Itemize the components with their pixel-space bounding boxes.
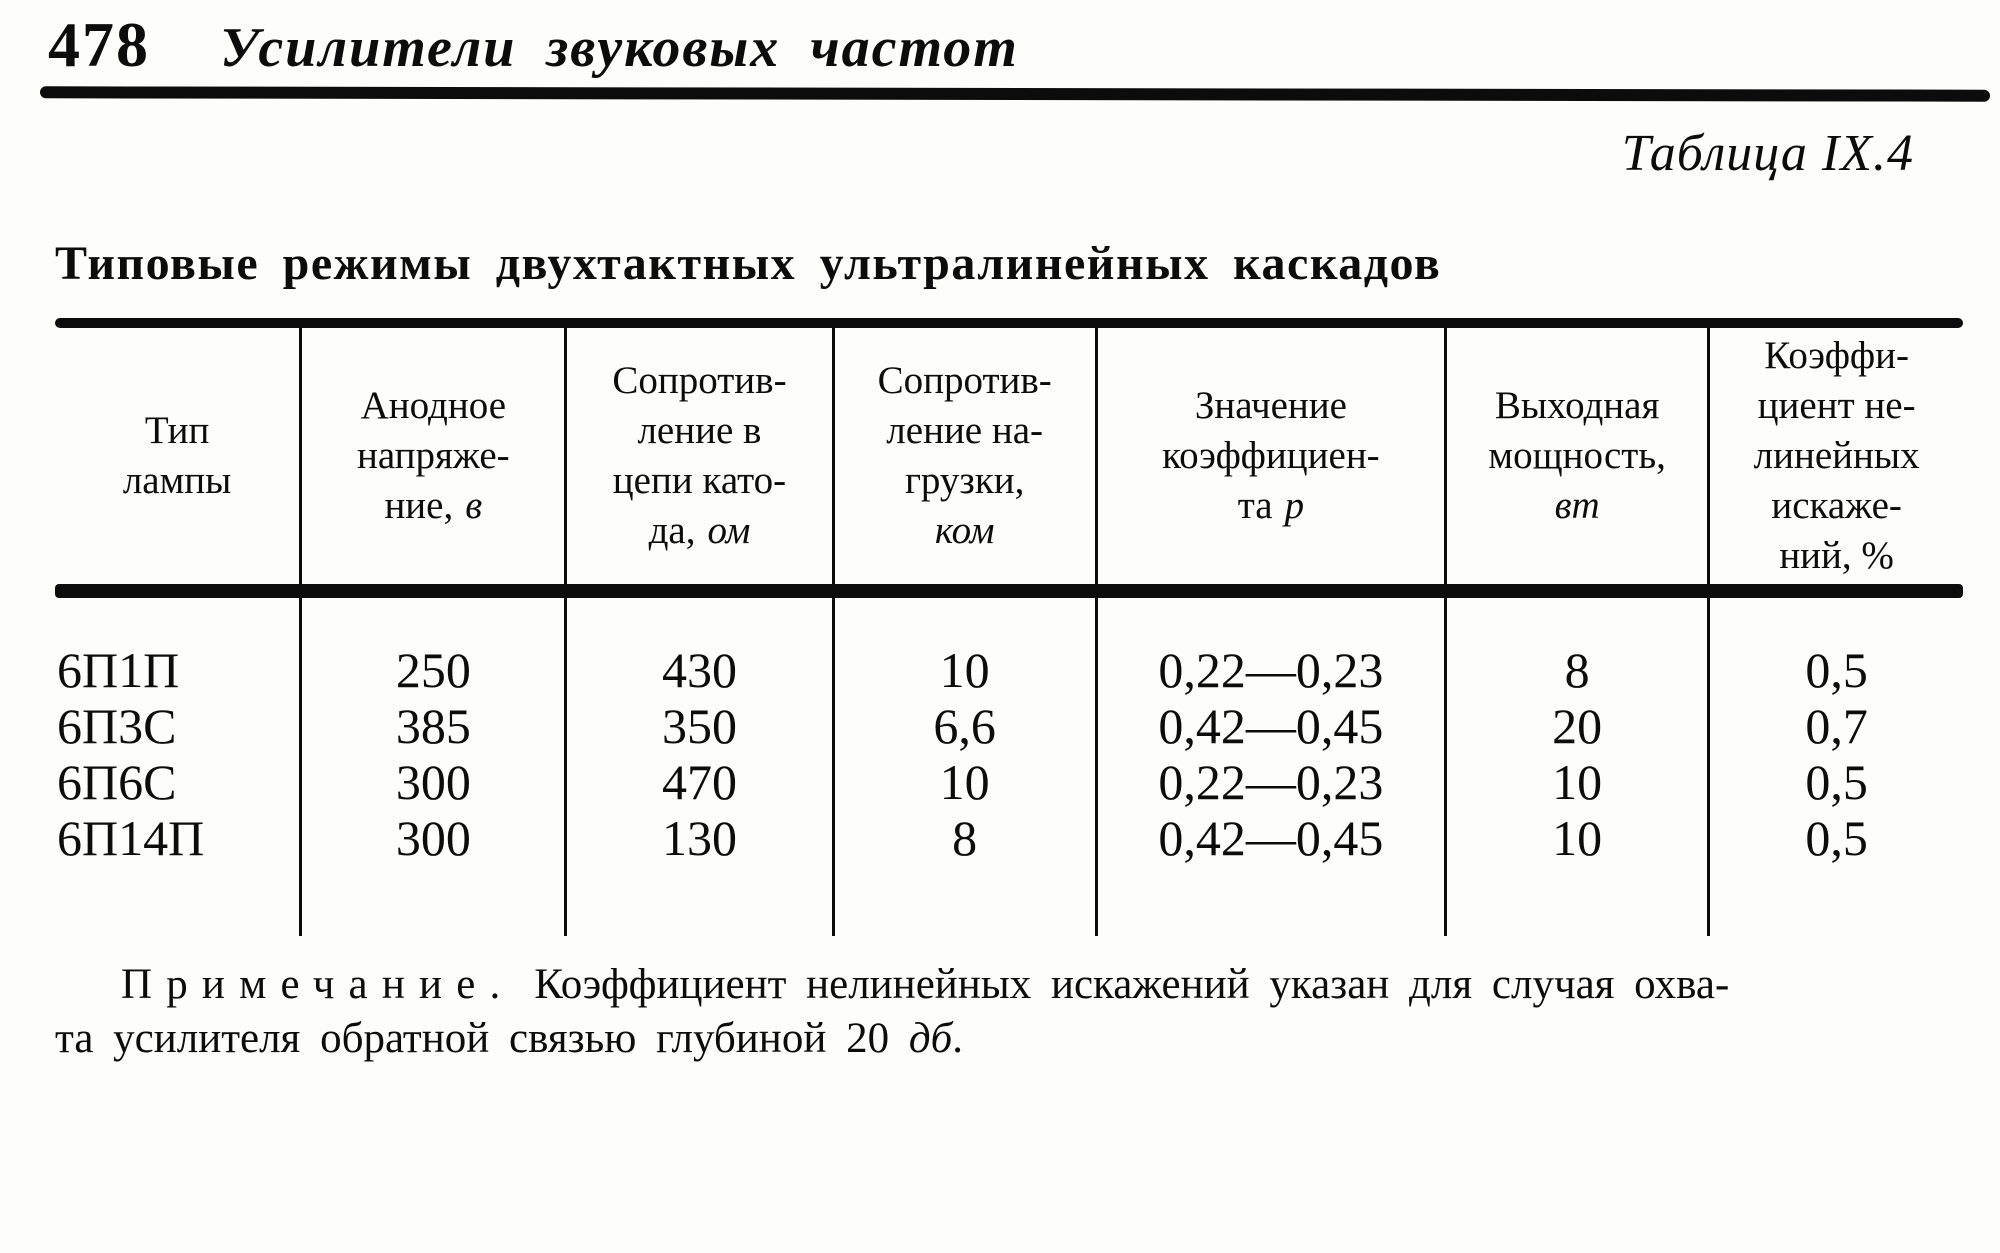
header-text: та — [1237, 484, 1273, 527]
note-period: . — [952, 1015, 963, 1062]
symbol-p: р — [1284, 484, 1305, 527]
table-caption: Таблица IX.4 — [1621, 125, 1914, 182]
header-line: лампы — [122, 459, 232, 502]
table-header-rule — [55, 584, 1963, 598]
header-line: Сопротив- — [612, 359, 787, 402]
column-cathode-resistance: 430 350 470 130 — [564, 598, 831, 936]
table-cell: 6П14П — [57, 810, 205, 866]
header-text: да, — [648, 509, 696, 552]
column-load-resistance: 10 6,6 10 8 — [831, 598, 1095, 936]
running-header: 478 Усилители звуковых частот — [48, 8, 1019, 82]
table-cell: 250 — [395, 642, 471, 698]
table-cell: 8 — [952, 810, 978, 866]
table-header-row: Тип лампы Анодное напряже- ние, в Сопроти… — [55, 328, 1963, 584]
table-cell: 0,5 — [1805, 754, 1868, 810]
column-header-cathode-resistance: Сопротив- ление в цепи като- да, ом — [564, 328, 831, 584]
table-cell: 10 — [1552, 810, 1603, 866]
column-header-output-power: Выходная мощность, вт — [1443, 328, 1707, 584]
table-cell: 300 — [395, 810, 471, 866]
data-table: Тип лампы Анодное напряже- ние, в Сопроти… — [55, 318, 1963, 936]
table-cell: 10 — [1552, 754, 1603, 810]
header-line: цепи като- — [612, 459, 787, 502]
header-line: линейных — [1753, 434, 1920, 477]
header-line: ление на- — [886, 409, 1044, 452]
header-line: Тип — [144, 409, 210, 452]
header-line: Выходная — [1494, 384, 1660, 427]
column-p-coefficient: 0,22—0,23 0,42—0,45 0,22—0,23 0,42—0,45 — [1094, 598, 1444, 936]
table-cell: 0,42—0,45 — [1158, 810, 1384, 866]
header-line: ние, в — [384, 481, 482, 531]
header-line: Анодное — [360, 384, 507, 427]
header-text: ние, — [384, 484, 454, 527]
table-cell: 10 — [939, 754, 990, 810]
table-top-rule — [55, 318, 1963, 328]
header-line: мощность, — [1488, 434, 1666, 477]
unit-volts: в — [465, 484, 483, 527]
header-line: циент не- — [1757, 384, 1916, 427]
header-line: та р — [1238, 481, 1304, 531]
table-cell: 0,5 — [1805, 810, 1868, 866]
table-cell: 0,7 — [1805, 698, 1868, 754]
header-line: грузки, — [904, 459, 1025, 502]
table-cell: 430 — [661, 642, 737, 698]
header-line: Коэффи- — [1764, 334, 1909, 377]
header-line: ление в — [637, 409, 762, 452]
unit-ohms: ом — [707, 509, 751, 552]
header-rule — [39, 86, 1991, 102]
table-cell: 10 — [939, 642, 990, 698]
header-line: да, ом — [649, 506, 751, 556]
note-line2: та усилителя обратной связью глубиной 20 — [55, 1015, 890, 1062]
column-tube-type: 6П1П 6П3С 6П6С 6П14П — [55, 598, 299, 936]
column-header-load-resistance: Сопротив- ление на- грузки, ком — [831, 328, 1095, 584]
table-cell: 300 — [395, 754, 471, 810]
table-cell: 470 — [661, 754, 737, 810]
table-cell: 0,22—0,23 — [1158, 754, 1384, 810]
column-header-p-coefficient: Значение коэффициен- та р — [1094, 328, 1444, 584]
table-cell: 350 — [661, 698, 737, 754]
table-note: Примечание. Коэффициент нелинейных искаж… — [55, 958, 1960, 1066]
column-anode-voltage: 250 385 300 300 — [299, 598, 564, 936]
table-cell: 385 — [395, 698, 471, 754]
column-distortion: 0,5 0,7 0,5 0,5 — [1707, 598, 1963, 936]
header-line: напряже- — [356, 434, 510, 477]
column-header-tube-type: Тип лампы — [55, 328, 299, 584]
table-cell: 6П1П — [57, 642, 180, 698]
header-line: коэффициен- — [1162, 434, 1380, 477]
table-title: Типовые режимы двухтактных ультралинейны… — [55, 237, 1442, 290]
header-line: Значение — [1194, 384, 1347, 427]
table-cell: 0,5 — [1805, 642, 1868, 698]
unit-decibels: дб — [908, 1015, 953, 1062]
header-line: Сопротив- — [877, 359, 1052, 402]
table-cell: 20 — [1552, 698, 1603, 754]
page-number: 478 — [48, 9, 150, 80]
unit-kilohms: ком — [934, 509, 995, 552]
table-cell: 6,6 — [933, 698, 996, 754]
header-line: искаже- — [1771, 484, 1902, 527]
table-cell: 6П6С — [57, 754, 177, 810]
column-header-anode-voltage: Анодное напряже- ние, в — [299, 328, 564, 584]
table-cell: 6П3С — [57, 698, 177, 754]
header-line: ний, % — [1779, 534, 1894, 577]
table-cell: 0,22—0,23 — [1158, 642, 1384, 698]
column-header-distortion: Коэффи- циент не- линейных искаже- ний, … — [1707, 328, 1963, 584]
note-label: Примечание. — [121, 961, 515, 1008]
unit-watts: вт — [1554, 484, 1600, 527]
running-title: Усилители звуковых частот — [220, 17, 1019, 79]
table-body: 6П1П 6П3С 6П6С 6П14П 250 385 300 300 430… — [55, 598, 1963, 936]
column-output-power: 8 20 10 10 — [1443, 598, 1707, 936]
table-cell: 0,42—0,45 — [1158, 698, 1384, 754]
table-cell: 130 — [661, 810, 737, 866]
table-cell: 8 — [1564, 642, 1590, 698]
note-line1: Коэффициент нелинейных искажений указан … — [534, 961, 1730, 1008]
